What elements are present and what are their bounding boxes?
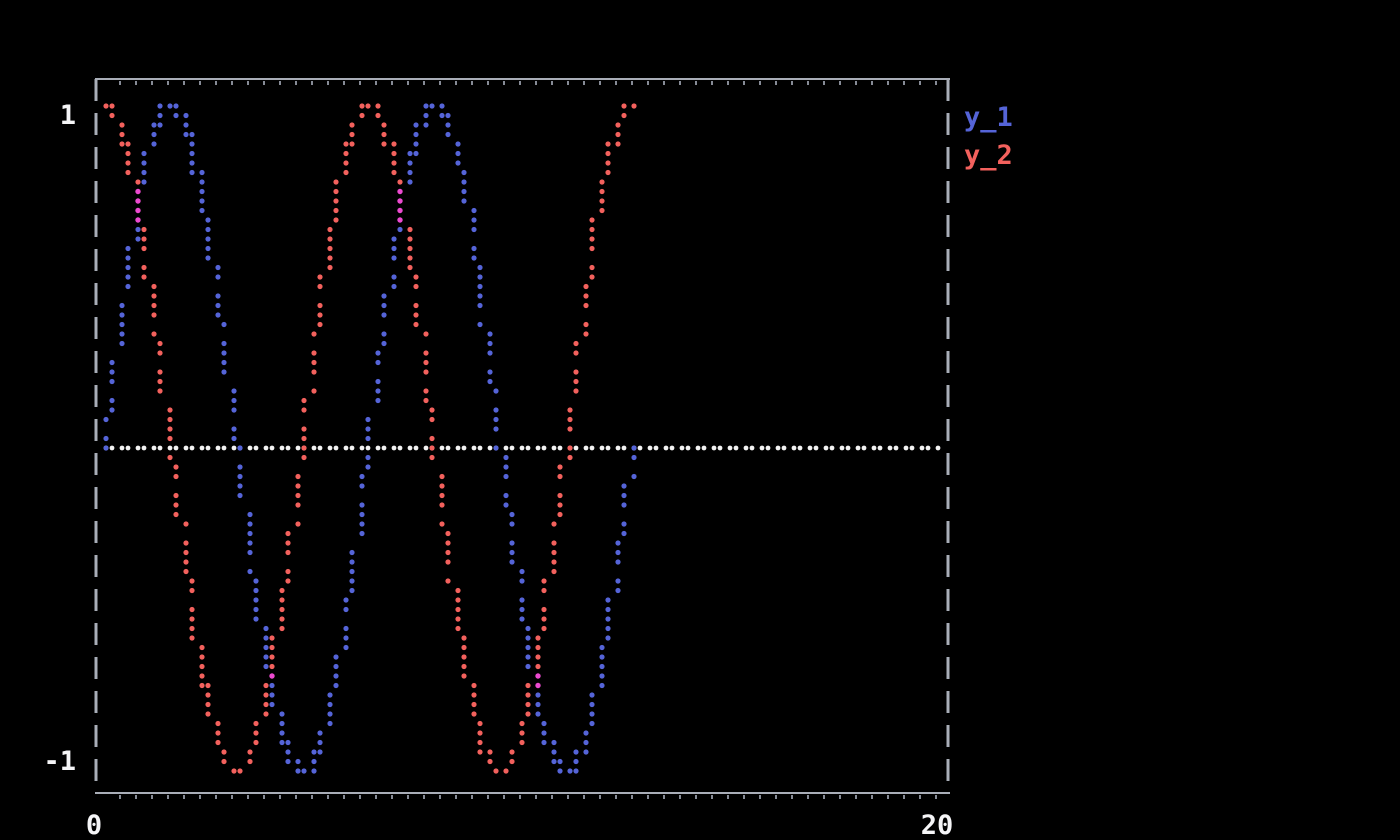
legend: y_1 y_2 bbox=[964, 104, 1013, 169]
series-overlap-dots bbox=[135, 188, 541, 689]
plot-frame bbox=[94, 78, 950, 799]
series-y1-dots bbox=[103, 103, 637, 774]
x-axis-tick-20: 20 bbox=[920, 810, 954, 840]
y-axis-tick-minus1: -1 bbox=[43, 746, 76, 777]
x-axis-tick-0: 0 bbox=[85, 810, 103, 840]
zero-line bbox=[103, 445, 941, 451]
y-axis-tick-1: 1 bbox=[59, 100, 76, 131]
series-y2-dots bbox=[103, 103, 637, 774]
legend-item-y2: y_2 bbox=[964, 140, 1013, 171]
legend-item-y1: y_1 bbox=[964, 102, 1013, 133]
